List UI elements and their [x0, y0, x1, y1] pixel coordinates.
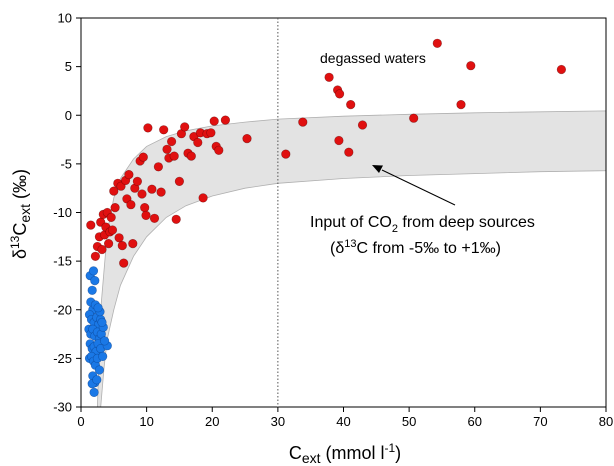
annotation-degassed: degassed waters — [320, 50, 426, 66]
data-point-red — [193, 137, 203, 148]
data-point-red — [156, 187, 166, 197]
data-point-red — [220, 115, 230, 125]
y-tick-label: 5 — [65, 59, 72, 74]
points-layer — [84, 38, 567, 398]
y-tick-label: 0 — [65, 108, 72, 123]
data-point-red — [466, 61, 476, 71]
x-tick-label: 60 — [468, 414, 482, 429]
data-point-red — [110, 203, 120, 213]
data-point-red — [298, 117, 308, 127]
data-point-red — [107, 225, 118, 235]
data-point-red — [357, 120, 368, 130]
data-point-red — [128, 239, 138, 249]
data-point-red — [149, 213, 160, 223]
data-point-red — [117, 241, 127, 251]
x-tick-label: 80 — [599, 414, 613, 429]
data-point-red — [97, 244, 107, 255]
data-point-red — [119, 258, 129, 268]
data-point-red — [114, 233, 124, 243]
data-point-red — [132, 176, 142, 186]
y-tick-label: -5 — [60, 156, 72, 171]
data-point-red — [206, 128, 216, 138]
data-point-blue — [93, 303, 103, 313]
data-point-red — [281, 149, 291, 159]
data-point-red — [344, 147, 354, 157]
data-point-red — [167, 136, 177, 147]
data-point-red — [198, 193, 208, 203]
data-point-red — [147, 184, 157, 194]
x-tick-label: 40 — [336, 414, 350, 429]
data-point-red — [159, 125, 169, 135]
data-point-blue — [88, 266, 99, 276]
data-point-red — [103, 239, 114, 249]
data-point-blue — [90, 276, 100, 286]
data-point-red — [109, 186, 119, 196]
data-point-blue — [94, 365, 104, 375]
y-tick-label: -30 — [53, 400, 72, 415]
data-point-red — [162, 144, 172, 154]
annotation-input-line1: Input of CO2 from deep sources — [310, 214, 535, 235]
y-tick-label: -10 — [53, 205, 72, 220]
y-tick-label: -15 — [53, 254, 72, 269]
data-point-red — [186, 151, 196, 161]
y-tick-label: -20 — [53, 302, 72, 317]
y-axis-label: δ13Cext (‰) — [8, 169, 33, 259]
data-point-blue — [98, 351, 108, 362]
data-point-red — [242, 134, 252, 144]
data-point-red — [90, 251, 100, 261]
data-point-red — [124, 170, 134, 180]
data-point-blue — [97, 317, 107, 328]
axes-layer: 0 10 20 30 40 50 60 70 80 -30 -25 -20 -15 -10 -5 0 5 10 — [53, 11, 613, 430]
data-point-red — [174, 176, 184, 186]
data-point-red — [141, 210, 151, 220]
data-point-red — [106, 212, 116, 222]
annotation-arrow — [381, 169, 456, 206]
x-tick-label: 50 — [402, 414, 416, 429]
y-tick-label: -25 — [53, 351, 72, 366]
data-point-red — [214, 145, 224, 155]
data-point-red — [143, 123, 153, 133]
data-point-red — [456, 99, 466, 110]
data-point-blue — [89, 387, 99, 398]
data-point-red — [138, 152, 148, 162]
data-point-blue — [99, 336, 110, 346]
data-point-blue — [92, 375, 102, 385]
data-point-blue — [87, 285, 97, 295]
data-point-red — [140, 203, 150, 213]
data-point-red — [409, 113, 419, 123]
annotation-arrowhead — [372, 165, 383, 173]
data-point-red — [169, 151, 179, 161]
data-point-red — [153, 162, 163, 172]
data-point-red — [180, 122, 190, 132]
x-tick-label: 30 — [271, 414, 285, 429]
data-point-red — [137, 189, 147, 199]
data-point-red — [335, 89, 345, 99]
data-point-red — [86, 220, 96, 230]
data-point-red — [334, 135, 344, 146]
data-point-red — [126, 200, 136, 210]
data-point-red — [432, 38, 442, 48]
x-tick-label: 10 — [139, 414, 153, 429]
x-tick-label: 70 — [533, 414, 547, 429]
x-axis-label: Cext (mmol l-1) — [289, 441, 401, 466]
data-point-red — [171, 214, 181, 224]
data-point-red — [556, 64, 567, 75]
x-tick-label: 0 — [77, 414, 84, 429]
data-point-red — [209, 116, 219, 126]
data-point-red — [324, 72, 334, 82]
annotation-input-line2: (δ13C from -5‰ to +1‰) — [330, 238, 501, 257]
y-tick-label: 10 — [58, 11, 72, 26]
x-tick-label: 20 — [205, 414, 219, 429]
data-point-red — [346, 99, 356, 110]
